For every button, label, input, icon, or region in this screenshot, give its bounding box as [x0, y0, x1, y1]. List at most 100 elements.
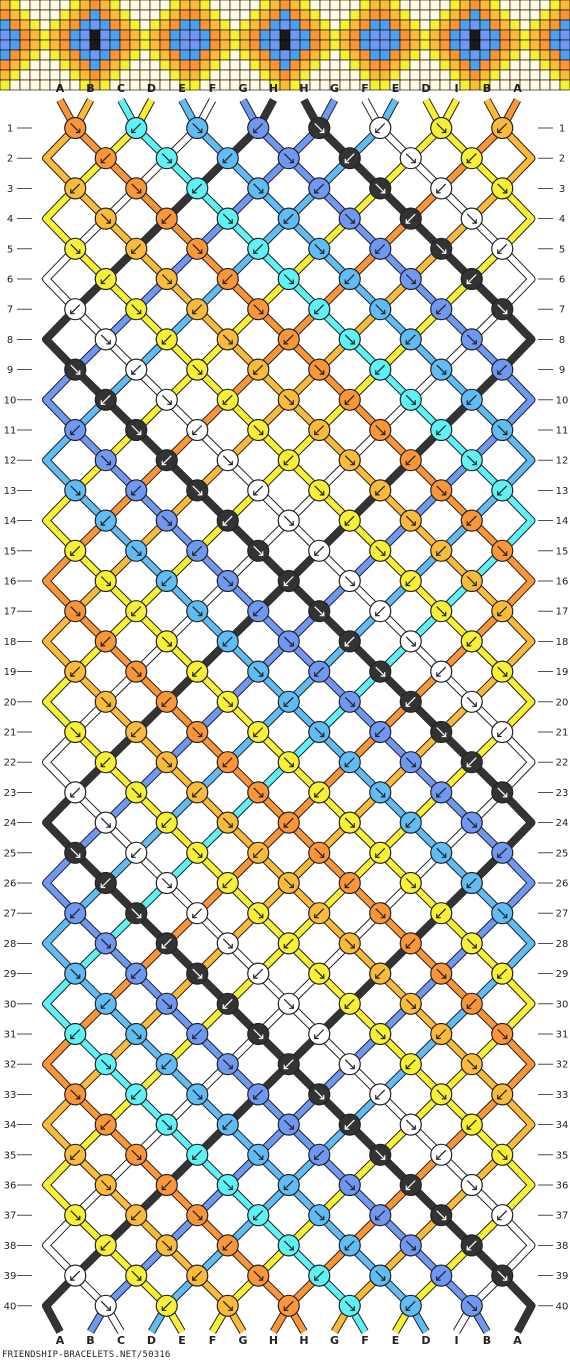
preview-cell [469, 9, 481, 21]
knot [216, 871, 239, 895]
preview-cell [109, 69, 121, 81]
preview-cell [419, 19, 431, 31]
arrow-icon [100, 213, 111, 224]
arrow-icon [344, 1180, 355, 1190]
arrow-icon [497, 727, 508, 737]
knot [247, 1022, 270, 1046]
knot [64, 298, 87, 321]
knot [399, 1294, 422, 1317]
arrow-icon [131, 304, 142, 315]
top-strand-label: C [117, 82, 125, 95]
preview-cell [189, 0, 201, 11]
preview-cell [249, 39, 261, 51]
knot [64, 1083, 87, 1106]
knot [308, 841, 331, 864]
preview-cell [559, 79, 570, 91]
preview-cell [29, 79, 41, 91]
knot [125, 720, 148, 744]
arrow-icon [497, 847, 508, 858]
arrow-icon [314, 908, 325, 919]
arrow-icon [344, 636, 355, 647]
preview-cell [249, 19, 261, 31]
knot [277, 1053, 300, 1076]
arrow-icon [283, 696, 294, 707]
preview-cell [389, 19, 401, 31]
preview-cell [439, 0, 451, 11]
preview-cell [479, 29, 491, 41]
arrow-icon [253, 183, 264, 194]
knot [369, 1143, 392, 1166]
knot [64, 116, 87, 140]
knot [277, 690, 300, 713]
preview-cell [299, 29, 311, 41]
row-number-left: 30 [4, 999, 17, 1010]
knot [369, 600, 392, 623]
preview-cell [339, 79, 351, 91]
knot [460, 1173, 483, 1197]
preview-cell [69, 69, 81, 81]
preview-cell [279, 29, 291, 41]
arrow-icon [192, 485, 203, 496]
row-number-right: 32 [556, 1060, 569, 1071]
preview-cell [189, 39, 201, 51]
bottom-strand-label: F [209, 1334, 217, 1347]
preview-cell [239, 29, 251, 41]
preview-cell [539, 19, 551, 31]
preview-cell [99, 29, 111, 41]
arrow-icon [344, 1059, 355, 1070]
row-number-right: 26 [556, 879, 569, 890]
arrow-icon [192, 727, 203, 737]
preview-cell [299, 9, 311, 21]
knot [460, 811, 483, 834]
knot [491, 720, 514, 744]
preview-cell [449, 49, 461, 61]
arrow-icon [497, 485, 508, 496]
preview-cell [399, 29, 411, 41]
knot [308, 418, 331, 442]
preview-cell [429, 29, 441, 41]
arrow-icon [466, 1180, 477, 1190]
preview-cell [419, 59, 431, 71]
knot [125, 237, 148, 260]
preview-cell [89, 39, 101, 51]
preview-cell [319, 19, 331, 31]
arrow-icon [100, 1119, 111, 1130]
preview-cell [529, 39, 541, 51]
arrow-icon [466, 213, 477, 224]
preview-cell [239, 69, 251, 81]
arrow-icon [222, 576, 233, 586]
arrow-icon [375, 727, 386, 737]
arrow-icon [344, 1300, 355, 1311]
knot [125, 841, 148, 864]
preview-cell [179, 19, 191, 31]
arrow-icon [222, 213, 233, 224]
arrow-icon [253, 606, 264, 617]
arrow-icon [314, 1210, 325, 1221]
preview-cell [359, 9, 371, 21]
preview-cell [259, 69, 271, 81]
preview-cell [39, 49, 51, 61]
preview-cell [29, 0, 41, 11]
preview-cell [269, 69, 281, 81]
arrow-icon [100, 938, 111, 949]
knot [430, 600, 453, 623]
preview-cell [379, 49, 391, 61]
preview-cell [339, 69, 351, 81]
preview-cell [429, 0, 441, 11]
knot [430, 720, 453, 744]
preview-cell [559, 49, 570, 61]
arrow-icon [222, 636, 233, 647]
preview-cell [539, 59, 551, 71]
preview-cell [269, 49, 281, 61]
preview-cell [189, 29, 201, 41]
row-number-left: 4 [7, 214, 13, 225]
knot [399, 1053, 422, 1076]
arrow-icon [344, 938, 355, 949]
knot [491, 1022, 514, 1046]
preview-cell [419, 0, 431, 11]
arrow-icon [314, 847, 325, 858]
preview-cell [0, 0, 11, 11]
knot [308, 237, 331, 260]
knot [216, 1173, 239, 1197]
